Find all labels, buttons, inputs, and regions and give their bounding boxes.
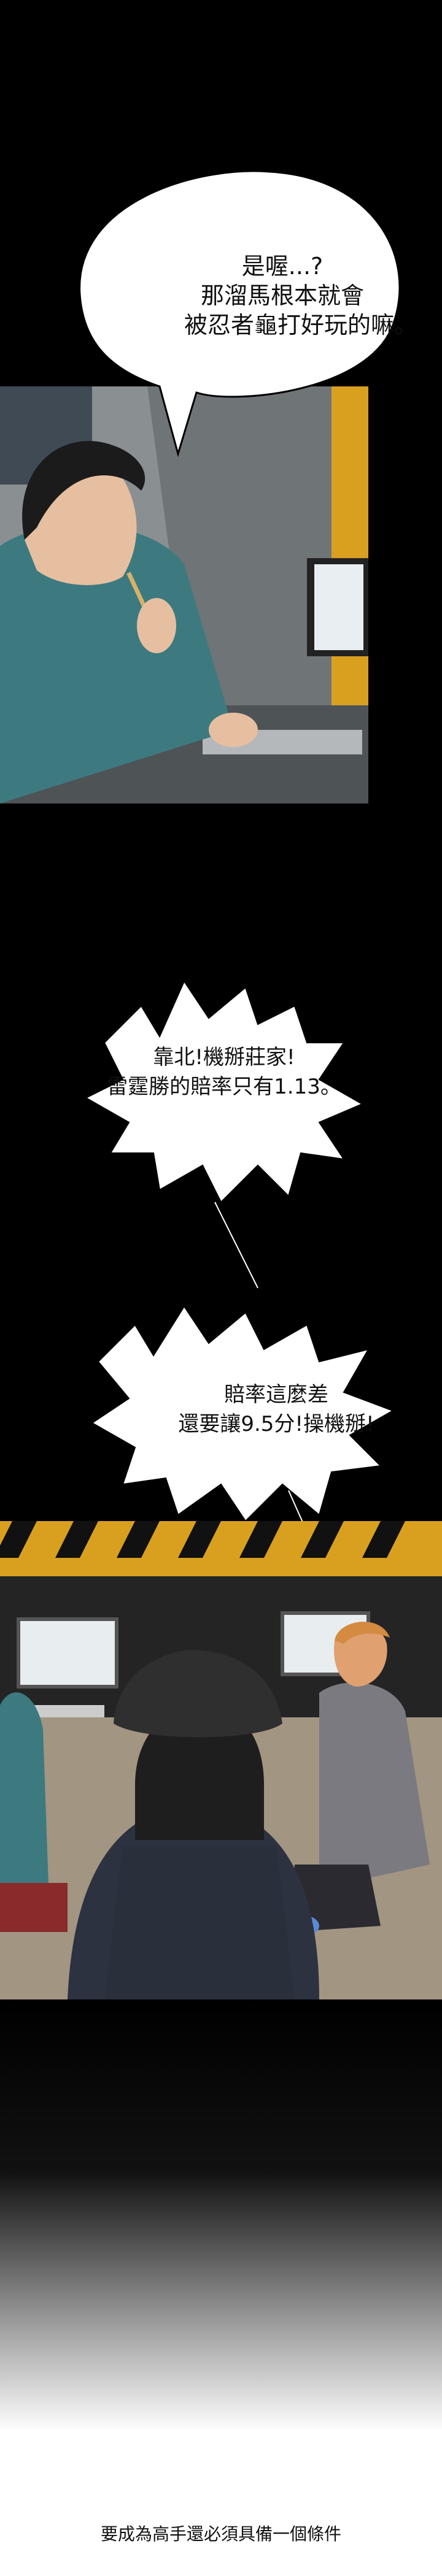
- narration-caption: 要成為高手還必須具備一個條件: [100, 2524, 341, 2544]
- panel-man-art: [0, 386, 368, 803]
- bubble-2-line-1: 靠北!機掰莊家!: [153, 1045, 295, 1070]
- bubble-1-line-3: 被忍者龜打好玩的嘛。: [184, 312, 418, 339]
- bubble-3-line-2: 還要讓9.5分!操機掰!: [178, 1412, 374, 1436]
- gradient-fade: [0, 1999, 442, 2576]
- panel-room-art: [0, 1521, 442, 1999]
- bubble-1-line-2: 那溜馬根本就會: [200, 282, 364, 309]
- bubble-3-line-1: 賠率這麼差: [224, 1382, 328, 1407]
- panel-man-at-desk: [0, 386, 368, 803]
- speech-bubble-1: 是喔...? 那溜馬根本就會 被忍者龜打好玩的嘛。: [184, 251, 418, 340]
- bubble-2-line-2: 雷霆勝的賠率只有1.13。: [107, 1075, 341, 1099]
- panel-computer-room: [0, 1521, 442, 1999]
- speech-bubble-3: 賠率這麼差 還要讓9.5分!操機掰!: [153, 1380, 399, 1439]
- bubble-1-line-1: 是喔...?: [241, 253, 324, 280]
- speech-bubble-2: 靠北!機掰莊家! 雷霆勝的賠率只有1.13。: [104, 1043, 344, 1102]
